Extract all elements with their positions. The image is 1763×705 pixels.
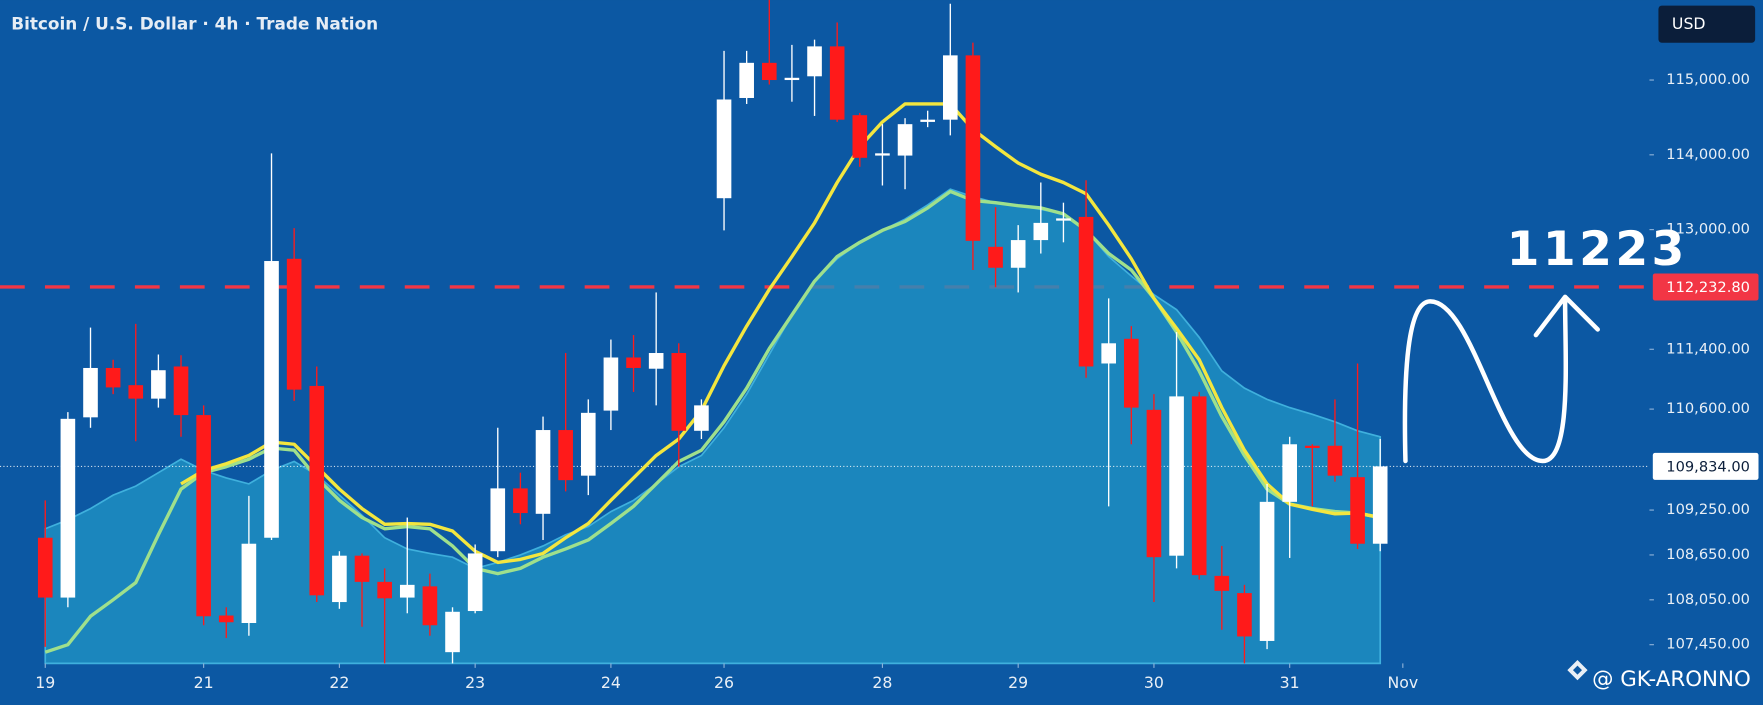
y-tick-label: 115,000.00 [1666,71,1750,88]
price-tag-label: 112,232.80 [1666,279,1750,296]
candle-body [264,261,279,538]
price-tag [1652,273,1759,301]
candle-body [648,353,664,369]
candle-body [875,153,890,156]
x-tick-label: 23 [465,673,485,692]
candle-body [1350,477,1365,544]
candle-body [399,584,415,598]
candle-body [513,488,528,514]
x-tick-label: 24 [601,673,621,692]
candle-body [151,370,166,399]
candle-body [580,412,596,476]
candle-body [83,367,98,418]
candle-body [128,385,144,399]
candle-body [309,385,325,596]
candle-body [965,55,981,241]
candle-body [1327,445,1343,476]
candle-body [1101,343,1116,364]
x-tick-label: 30 [1144,673,1164,692]
y-tick-label: 110,600.00 [1666,400,1750,417]
candle-body [1056,218,1071,221]
area-layer [44,188,1382,665]
candle-body [196,415,211,617]
candle-body [942,55,958,120]
candle-body [829,46,845,120]
currency-button[interactable]: USD [1672,14,1706,33]
axis-layer: 112,232.80 109,834.00 115,000.00 114,000.00… [35,71,1759,692]
candle-body [377,581,392,599]
price-tag [1652,452,1759,480]
candle-body [1282,444,1298,502]
area [44,188,1382,665]
candle-body [332,555,347,603]
y-tick-label: 108,650.00 [1666,546,1750,563]
candle-body [445,611,460,653]
candle-body [241,543,257,624]
candle-body [603,357,619,411]
candle-body [920,119,935,122]
candle-body [626,357,641,368]
candle-body [1078,216,1094,367]
candle-body [716,99,732,199]
candle-body [1237,593,1252,637]
y-tick-label: 113,000.00 [1666,221,1750,238]
candle-body [1214,575,1230,591]
x-tick-label: 31 [1280,673,1300,692]
currency-button-bg[interactable] [1658,5,1756,43]
x-tick-label: Nov [1387,673,1418,692]
candle-body [739,62,754,98]
x-tick-label: 19 [35,673,55,692]
candle-body [784,77,800,81]
candle-body [852,115,868,158]
candle-body [37,537,53,598]
x-tick-label: 21 [194,673,214,692]
candle-body [1169,396,1184,556]
y-tick-label: 111,400.00 [1666,340,1750,357]
candle-body [218,615,234,623]
x-tick-label: 28 [872,673,892,692]
x-tick-label: 22 [329,673,349,692]
candle-body [1124,338,1139,408]
candle-body [60,418,76,598]
candle-body [535,430,551,514]
y-tick-label: 114,000.00 [1666,146,1750,163]
y-tick-label: 107,450.00 [1666,636,1750,653]
candle-body [558,430,573,481]
candle-body [807,46,822,77]
candle-body [173,366,189,416]
candle-body [1146,409,1162,558]
watermark: @ GK-ARONNO [1592,667,1751,692]
annotation: 11223 [1507,222,1688,277]
drawn-arrow [1402,294,1600,464]
candle-body [422,586,438,626]
y-tick-label: 109,250.00 [1666,501,1750,518]
candle-body [1191,396,1207,576]
candle-body [1033,222,1049,241]
line [180,102,1381,565]
candle-body [490,488,506,552]
candle-body [988,246,1003,268]
candle-body [897,124,913,156]
candle-body [105,367,121,388]
candle-layer [37,0,1388,664]
watermark-icon [1567,660,1588,681]
price-tag-label: 109,834.00 [1666,459,1750,476]
candle-body [1259,501,1275,641]
x-tick-label: 26 [714,673,734,692]
candle-body [694,405,709,431]
x-tick-label: 29 [1008,673,1028,692]
candle-body [1010,240,1026,268]
candle-body [1372,466,1388,544]
candle-body [286,258,302,390]
chart-title: Bitcoin / U.S. Dollar · 4h · Trade Natio… [11,14,378,34]
candle-body [467,553,483,612]
candle-body [761,62,777,81]
candle-body [671,353,687,431]
candle-body [1305,445,1320,448]
y-tick-label: 108,050.00 [1666,591,1750,608]
candle-body [354,555,370,582]
